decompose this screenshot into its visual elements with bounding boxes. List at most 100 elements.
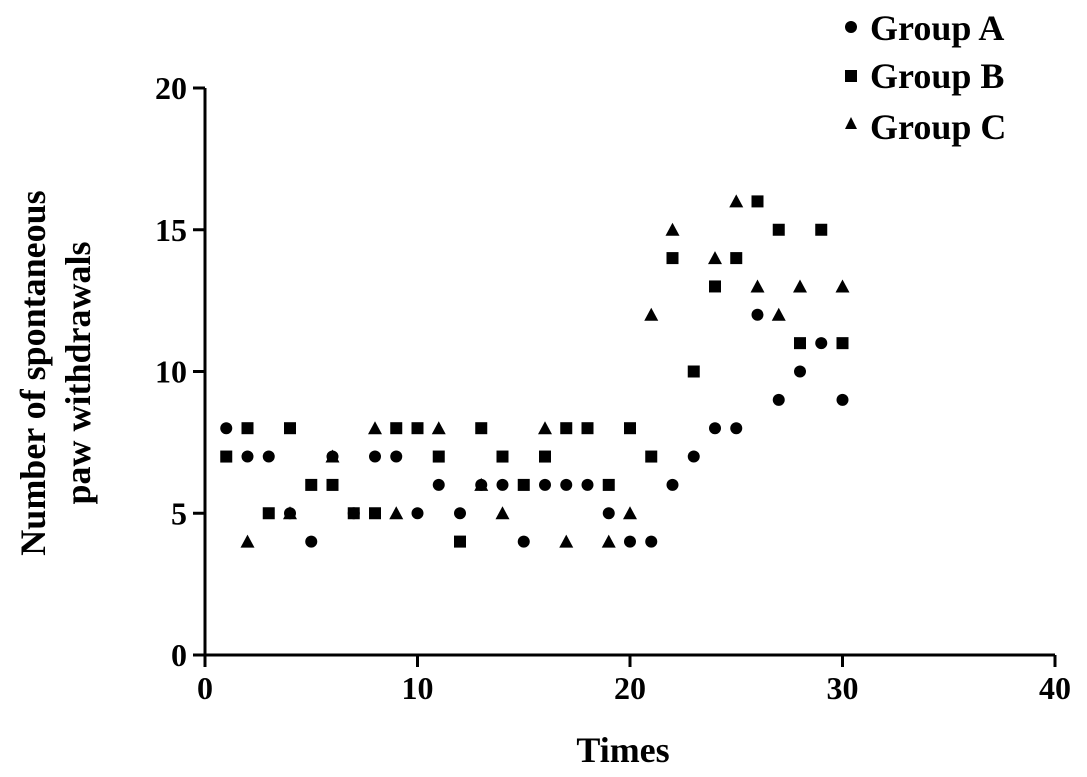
y-tick-label: 0 (171, 637, 187, 673)
y-axis-label-line1: Number of spontaneous (13, 190, 53, 555)
data-point-circle (794, 365, 806, 378)
data-point-square (454, 535, 466, 548)
data-point-circle (432, 478, 445, 491)
x-tick-label: 40 (1039, 670, 1071, 706)
series-group-a (220, 308, 849, 548)
legend: Group A Group B Group C (845, 8, 1006, 147)
data-point-square (815, 223, 828, 236)
data-point-square (560, 422, 573, 435)
data-point-square (390, 422, 403, 435)
data-point-circle (687, 450, 700, 463)
data-point-circle (539, 478, 551, 491)
y-tick-label: 10 (155, 354, 187, 390)
data-point-circle (305, 535, 318, 548)
data-point-circle (772, 393, 785, 406)
data-point-circle (390, 450, 403, 463)
data-point-circle (751, 308, 764, 321)
data-point-square (262, 507, 275, 520)
data-point-circle (730, 422, 743, 435)
legend-marker-circle (845, 21, 857, 33)
legend-marker-triangle (845, 117, 857, 129)
legend-label: Group A (870, 8, 1004, 48)
data-point-square (220, 450, 233, 463)
data-point-circle (241, 450, 254, 463)
x-axis-ticks: 0 10 20 30 40 (197, 655, 1071, 706)
x-tick-label: 10 (402, 670, 434, 706)
x-axis-label: Times (576, 730, 669, 770)
data-point-triangle (835, 279, 850, 293)
y-axis-ticks: 0 5 10 15 20 (155, 70, 205, 673)
data-point-square (241, 422, 254, 435)
data-point-triangle (538, 421, 552, 435)
legend-label: Group C (870, 107, 1006, 147)
data-point-square (475, 422, 488, 435)
legend-marker-square (845, 70, 857, 82)
data-point-circle (496, 478, 509, 491)
data-point-circle (517, 535, 530, 548)
x-tick-label: 0 (197, 670, 213, 706)
data-point-square (772, 223, 785, 236)
data-point-triangle (623, 506, 637, 520)
data-point-square (411, 422, 424, 435)
data-point-square (432, 450, 445, 463)
data-point-circle (602, 507, 615, 520)
data-point-square (347, 507, 360, 520)
data-point-triangle (240, 534, 255, 548)
data-point-circle (815, 337, 828, 350)
data-point-triangle (559, 534, 574, 548)
x-tick-label: 20 (614, 670, 646, 706)
data-point-triangle (283, 506, 297, 520)
data-point-circle (369, 450, 381, 463)
data-point-square (836, 337, 849, 350)
y-tick-label: 20 (155, 70, 187, 106)
data-point-triangle (325, 449, 340, 463)
data-point-triangle (665, 222, 680, 236)
data-point-circle (645, 535, 658, 548)
data-point-circle (709, 422, 721, 435)
data-point-triangle (793, 279, 807, 293)
data-point-square (305, 478, 318, 491)
data-point-triangle (431, 421, 446, 435)
data-point-square (666, 252, 679, 265)
data-point-triangle (474, 477, 489, 491)
data-point-circle (454, 507, 466, 520)
data-point-square (624, 422, 636, 435)
data-point-square (581, 422, 594, 435)
legend-item-group-b: Group B (845, 56, 1004, 96)
legend-label: Group B (870, 56, 1004, 96)
data-point-triangle (368, 421, 382, 435)
data-point-circle (220, 422, 233, 435)
data-point-circle (411, 507, 424, 520)
y-axis-label-line2: paw withdrawals (58, 241, 98, 504)
data-point-square (539, 450, 551, 463)
series-group-b (220, 195, 849, 548)
series-group-c (240, 194, 850, 548)
data-point-square (496, 450, 509, 463)
data-point-triangle (750, 279, 765, 293)
data-point-square (687, 365, 700, 378)
data-point-square (326, 478, 339, 491)
axes (203, 88, 1055, 657)
data-point-circle (560, 478, 573, 491)
data-point-triangle (644, 307, 659, 321)
data-point-triangle (771, 307, 786, 321)
data-point-circle (836, 393, 849, 406)
data-point-square (645, 450, 658, 463)
data-point-triangle (708, 251, 722, 265)
data-point-circle (262, 450, 275, 463)
data-point-square (751, 195, 764, 208)
data-point-square (369, 507, 381, 520)
data-point-square (602, 478, 615, 491)
data-point-square (730, 252, 743, 265)
x-tick-label: 30 (827, 670, 859, 706)
data-point-square (517, 478, 530, 491)
data-point-triangle (601, 534, 616, 548)
y-tick-label: 5 (171, 495, 187, 531)
legend-item-group-a: Group A (845, 8, 1004, 48)
data-point-square (794, 337, 806, 350)
legend-item-group-c: Group C (845, 107, 1006, 147)
data-points (220, 194, 850, 548)
data-point-square (709, 280, 721, 293)
data-point-circle (581, 478, 594, 491)
